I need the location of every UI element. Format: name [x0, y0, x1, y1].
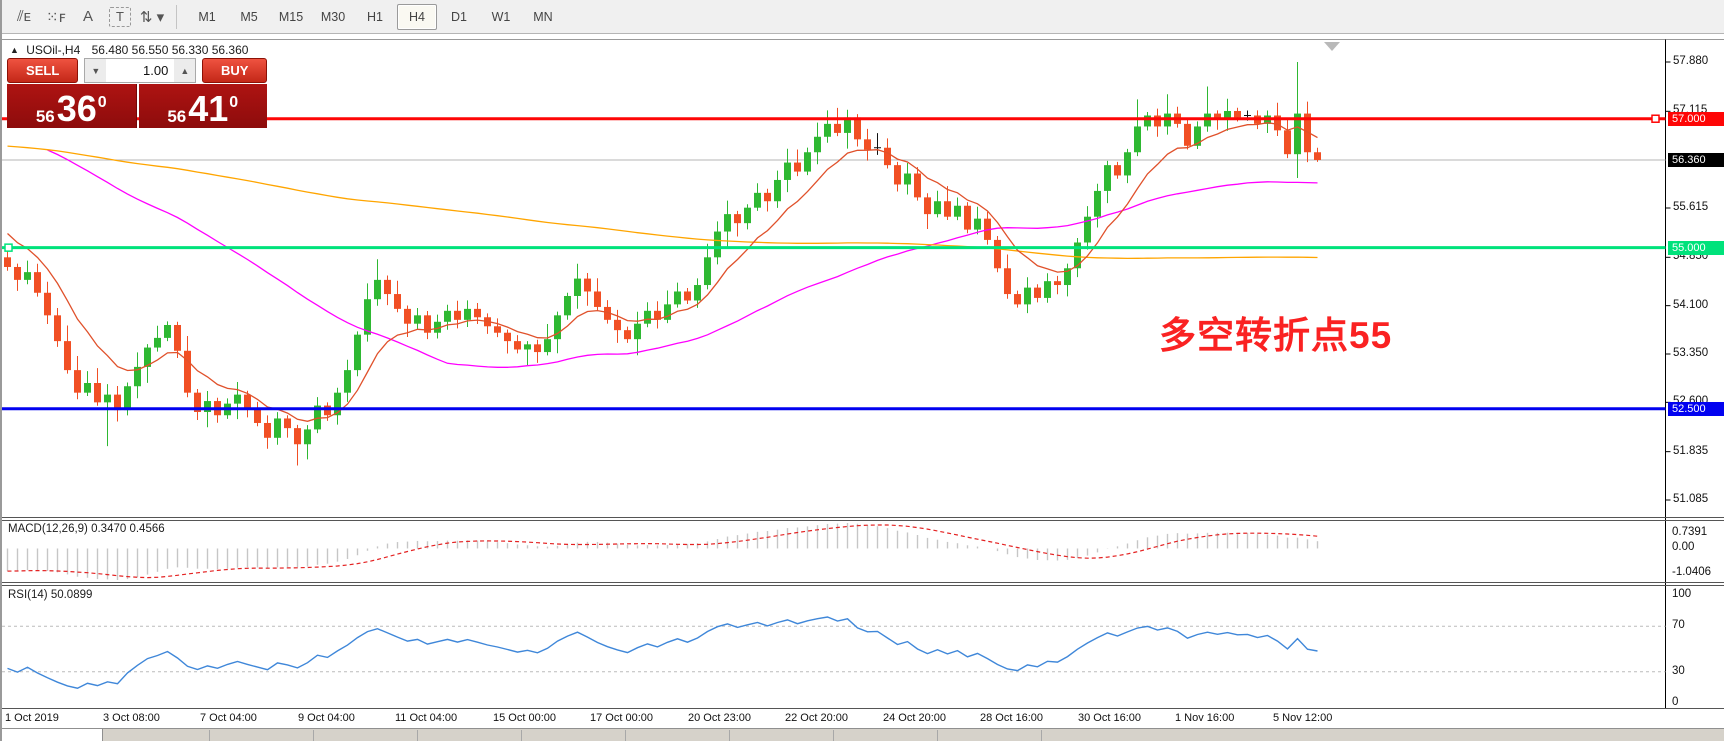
chart-title: ▲ USOil-,H4 56.480 56.550 56.330 56.360 — [10, 43, 248, 57]
scrollbar-tick — [417, 730, 418, 741]
date-axis-label: 30 Oct 16:00 — [1078, 712, 1141, 724]
text-label-tool-icon[interactable]: T — [109, 6, 131, 27]
price-axis-tick: 55.615 — [1673, 201, 1709, 213]
volume-input[interactable] — [106, 59, 175, 82]
text-tool-icon[interactable]: A — [82, 8, 93, 25]
scrollbar-tick — [313, 730, 314, 741]
date-axis-label: 28 Oct 16:00 — [980, 712, 1043, 724]
buy-button[interactable]: BUY — [202, 58, 267, 83]
timeframe-button-w1[interactable]: W1 — [491, 9, 511, 24]
date-axis-label: 24 Oct 20:00 — [883, 712, 946, 724]
bid-prefix: 56 — [35, 107, 55, 126]
bid-superscript: 0 — [97, 94, 107, 111]
rsi-indicator-label: RSI(14) 50.0899 — [8, 589, 93, 601]
ask-prefix: 56 — [167, 107, 187, 126]
rsi-axis-label-30: 30 — [1672, 664, 1685, 677]
timeframe-button-mn[interactable]: MN — [533, 9, 553, 24]
timeframe-button-d1[interactable]: D1 — [451, 9, 467, 24]
scrollbar-tick — [209, 730, 210, 741]
fibonacci-grid-tool-icon[interactable]: ⁙ꜰ — [46, 8, 66, 26]
scrollbar-tick — [521, 730, 522, 741]
ask-big-digits: 41 — [188, 88, 229, 130]
ask-price-display: 56 41 0 — [138, 84, 267, 130]
date-axis-label: 5 Nov 12:00 — [1273, 712, 1333, 724]
one-click-trading-panel: SELL ▼ ▲ BUY 56 36 0 56 41 0 — [7, 58, 267, 128]
scrollbar-tick — [1041, 730, 1042, 741]
date-axis-label: 11 Oct 04:00 — [395, 712, 458, 724]
price-tag-57.000: 57.000 — [1668, 111, 1724, 126]
date-axis-label: 15 Oct 00:00 — [493, 712, 556, 724]
chinese-annotation-text: 多空转折点55 — [1159, 315, 1393, 356]
timeframe-button-h1[interactable]: H1 — [367, 9, 383, 24]
timeframe-button-m30[interactable]: M30 — [320, 9, 346, 24]
chart-plot-area[interactable] — [2, 40, 1665, 708]
sell-button[interactable]: SELL — [7, 58, 79, 83]
date-axis-label: 20 Oct 23:00 — [688, 712, 751, 724]
timeframe-button-m15[interactable]: M15 — [278, 9, 304, 24]
date-axis-label: 7 Oct 04:00 — [200, 712, 257, 724]
rsi-axis-label-70: 70 — [1672, 619, 1685, 632]
date-axis-label: 9 Oct 04:00 — [298, 712, 355, 724]
bid-price-display: 56 36 0 — [7, 84, 137, 128]
macd-indicator-label: MACD(12,26,9) 0.3470 0.4566 — [8, 523, 165, 535]
scrollbar-tick — [625, 730, 626, 741]
price-axis-tick: 57.880 — [1673, 55, 1709, 67]
price-axis-tick: 54.100 — [1673, 298, 1709, 311]
chart-shift-marker-icon[interactable] — [1324, 42, 1340, 51]
crosshatch-draw-tool-icon[interactable]: ⫽ᴇ — [16, 8, 32, 25]
price-axis-tick: 51.835 — [1673, 444, 1709, 457]
macd-max-label: 0.7391 — [1672, 526, 1708, 538]
volume-increase-button[interactable]: ▲ — [174, 59, 196, 82]
date-axis-label: 1 Oct 2019 — [5, 712, 59, 724]
volume-stepper: ▼ ▲ — [84, 58, 197, 83]
scrollbar-tick — [937, 730, 938, 741]
macd-min-label: -1.0406 — [1672, 566, 1712, 578]
bid-big-digits: 36 — [56, 88, 97, 130]
date-axis-label: 1 Nov 16:00 — [1175, 712, 1235, 724]
price-tag-55.000: 55.000 — [1668, 240, 1724, 255]
timeframe-button-m5[interactable]: M5 — [240, 9, 258, 24]
rsi-axis-label-100: 100 — [1672, 588, 1692, 600]
date-axis-label: 22 Oct 20:00 — [785, 712, 848, 724]
scrollbar-corner-box — [2, 729, 103, 741]
scrollbar-tick — [729, 730, 730, 741]
date-axis-label: 17 Oct 00:00 — [590, 712, 653, 724]
ohlc-values: 56.480 56.550 56.330 56.360 — [91, 43, 249, 57]
toolbar-separator — [176, 4, 177, 29]
volume-decrease-button[interactable]: ▼ — [85, 59, 107, 82]
price-tag-52.500: 52.500 — [1668, 401, 1724, 416]
price-axis-tick: 53.350 — [1673, 347, 1709, 359]
scrollbar-tick — [833, 730, 834, 741]
date-axis-label: 3 Oct 08:00 — [103, 712, 160, 724]
arrows-tool-icon[interactable]: ⇅ ▾ — [139, 8, 165, 26]
rsi-axis-label-0: 0 — [1672, 696, 1679, 708]
collapse-triangle-icon[interactable]: ▲ — [10, 45, 19, 55]
timeframe-button-h4[interactable]: H4 — [397, 3, 437, 30]
symbol-period-label: USOil-,H4 — [26, 43, 81, 57]
macd-zero-label: 0.00 — [1672, 541, 1695, 554]
ask-superscript: 0 — [229, 94, 239, 111]
price-tag-56.360: 56.360 — [1668, 152, 1724, 167]
horizontal-scrollbar[interactable] — [2, 728, 1724, 741]
top-toolbar: ⫽ᴇ ⁙ꜰ A T ⇅ ▾ M1 M5 M15 M30 H1 H4 D1 W1 MN — [2, 0, 1724, 34]
timeframe-button-m1[interactable]: M1 — [198, 9, 216, 24]
price-axis-tick: 51.085 — [1673, 493, 1709, 505]
